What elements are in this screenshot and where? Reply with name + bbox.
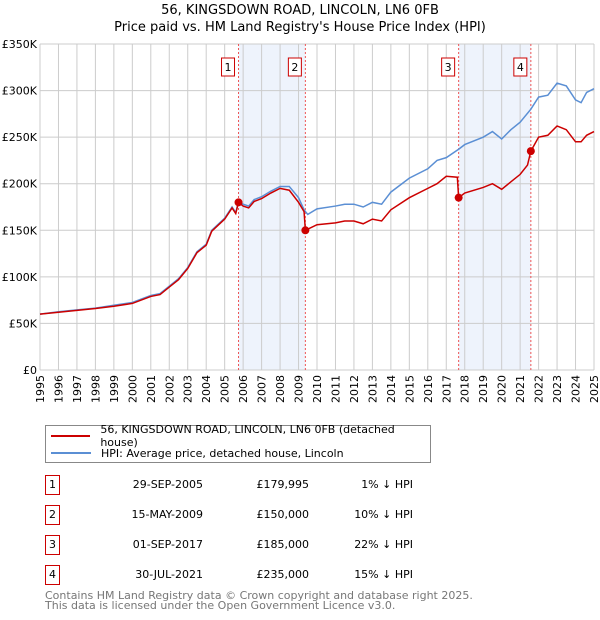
sale-point	[301, 226, 310, 235]
sale-label-box	[441, 57, 456, 77]
sale-hpi-diff: 15% ↓ HPI	[354, 568, 413, 581]
sale-row: 2 15-MAY-2009 £150,000 10% ↓ HPI	[45, 505, 465, 525]
sale-number-badge: 2	[45, 505, 60, 525]
chart-subtitle: Price paid vs. HM Land Registry's House …	[114, 20, 486, 35]
sale-price: £150,000	[256, 508, 310, 521]
sale-label-box	[513, 57, 528, 77]
x-tick-label: 2001	[145, 375, 158, 403]
x-tick-label: 2003	[182, 375, 195, 403]
legend-swatch-red	[51, 435, 91, 437]
x-tick-label: 2007	[256, 375, 269, 403]
y-tick-label: £200K	[2, 178, 38, 191]
x-tick-label: 2006	[237, 375, 250, 403]
y-tick-label: £350K	[2, 38, 38, 51]
chart-title: 56, KINGSDOWN ROAD, LINCOLN, LN6 0FB	[161, 3, 439, 18]
legend: 56, KINGSDOWN ROAD, LINCOLN, LN6 0FB (de…	[45, 423, 431, 463]
y-tick-label: £0	[23, 364, 37, 377]
x-tick-label: 2005	[219, 375, 232, 403]
x-tick-label: 2009	[293, 375, 306, 403]
y-tick-label: £300K	[2, 85, 38, 98]
x-tick-label: 1999	[108, 375, 121, 403]
legend-label: 56, KINGSDOWN ROAD, LINCOLN, LN6 0FB (de…	[100, 423, 395, 449]
x-tick-label: 2018	[459, 375, 472, 403]
y-tick-label: £150K	[2, 224, 38, 237]
legend-label: HPI: Average price, detached house, Linc…	[101, 446, 344, 460]
legend-item-property: 56, KINGSDOWN ROAD, LINCOLN, LN6 0FB (de…	[46, 423, 430, 449]
sale-label: 2	[291, 61, 298, 74]
sale-row: 4 30-JUL-2021 £235,000 15% ↓ HPI	[45, 565, 465, 585]
y-tick-label: £100K	[2, 271, 38, 284]
x-tick-label: 1996	[52, 375, 65, 403]
x-tick-label: 2025	[588, 375, 600, 403]
legend-swatch-blue	[51, 452, 91, 454]
sale-row: 3 01-SEP-2017 £185,000 22% ↓ HPI	[45, 535, 465, 555]
sale-row: 1 29-SEP-2005 £179,995 1% ↓ HPI	[45, 475, 465, 495]
x-tick-label: 2024	[570, 375, 583, 403]
sale-label-box	[221, 57, 236, 77]
sale-number-badge: 4	[45, 565, 60, 585]
x-tick-label: 2008	[274, 375, 287, 403]
sale-label: 1	[225, 61, 232, 74]
sale-price: £185,000	[256, 538, 310, 551]
sale-price: £235,000	[256, 568, 310, 581]
sale-date: 15-MAY-2009	[131, 508, 203, 521]
shaded-range	[458, 44, 531, 370]
x-tick-label: 2019	[477, 375, 490, 403]
x-tick-label: 2011	[329, 375, 342, 403]
x-tick-label: 2010	[311, 375, 324, 403]
sale-hpi-diff: 10% ↓ HPI	[354, 508, 413, 521]
sale-hpi-diff: 1% ↓ HPI	[361, 478, 413, 491]
x-tick-label: 2004	[200, 375, 213, 403]
x-tick-label: 2020	[496, 375, 509, 403]
y-tick-label: £250K	[2, 131, 38, 144]
sale-date: 29-SEP-2005	[132, 478, 203, 491]
x-tick-label: 2000	[126, 375, 139, 403]
x-tick-label: 2014	[385, 375, 398, 403]
sale-number-badge: 3	[45, 535, 60, 555]
sale-label-box	[287, 57, 302, 77]
footer-line-2: This data is licensed under the Open Gov…	[45, 599, 396, 612]
x-tick-label: 1997	[71, 375, 84, 403]
x-tick-label: 2013	[366, 375, 379, 403]
sale-point	[526, 147, 535, 156]
x-tick-label: 2021	[514, 375, 527, 403]
sale-date: 30-JUL-2021	[135, 568, 203, 581]
x-tick-label: 2012	[348, 375, 361, 403]
legend-item-hpi: HPI: Average price, detached house, Linc…	[46, 445, 344, 461]
x-tick-label: 2015	[403, 375, 416, 403]
sale-point	[234, 198, 243, 207]
y-tick-label: £50K	[9, 317, 38, 330]
x-tick-label: 2016	[422, 375, 435, 403]
sale-number-badge: 1	[45, 475, 60, 495]
x-tick-label: 2002	[163, 375, 176, 403]
sale-hpi-diff: 22% ↓ HPI	[354, 538, 413, 551]
x-tick-label: 1995	[34, 375, 47, 403]
sale-label: 3	[445, 61, 452, 74]
sale-price: £179,995	[256, 478, 310, 491]
price-paid-line	[39, 125, 595, 315]
footer-line-1: Contains HM Land Registry data © Crown c…	[45, 589, 473, 602]
x-tick-label: 2022	[533, 375, 546, 403]
x-tick-label: 2017	[440, 375, 453, 403]
sale-point	[454, 193, 463, 202]
sale-date: 01-SEP-2017	[132, 538, 203, 551]
price-chart: 1995 1996 1997 1998 1999 2000 2001 2002 2003 2004…	[2, 38, 600, 403]
sale-label: 4	[517, 61, 524, 74]
x-tick-label: 1998	[89, 375, 102, 403]
x-tick-label: 2023	[551, 375, 564, 403]
